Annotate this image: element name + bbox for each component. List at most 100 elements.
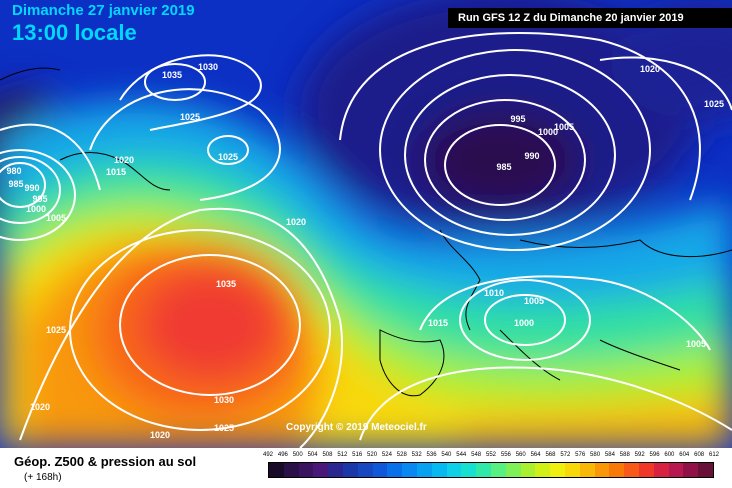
scale-tick: 516 xyxy=(352,452,363,458)
isobar-label: 1020 xyxy=(29,402,51,412)
isobar-label: 1035 xyxy=(161,70,183,80)
scale-swatch xyxy=(624,463,639,477)
scale-swatch xyxy=(283,463,299,477)
forecast-offset: (+ 168h) xyxy=(24,472,62,483)
scale-tick: 544 xyxy=(456,452,467,458)
scale-tick: 596 xyxy=(649,452,660,458)
forecast-date: Dimanche 27 janvier 2019 xyxy=(12,2,195,19)
scale-tick: 528 xyxy=(396,452,407,458)
run-info: Run GFS 12 Z du Dimanche 20 janvier 2019 xyxy=(448,8,732,28)
scale-tick: 592 xyxy=(634,452,645,458)
scale-tick: 556 xyxy=(500,452,511,458)
isobar-label: 1000 xyxy=(513,318,535,328)
scale-swatch xyxy=(269,463,284,477)
isobar-label: 1025 xyxy=(45,325,67,335)
scale-tick: 508 xyxy=(322,452,333,458)
isobar-label: 1020 xyxy=(285,217,307,227)
scale-tick: 584 xyxy=(604,452,615,458)
scale-swatch xyxy=(446,463,462,477)
scale-swatch xyxy=(298,463,314,477)
scale-swatch xyxy=(653,463,669,477)
isobar-label: 1005 xyxy=(685,339,707,349)
isobar-label: 1025 xyxy=(179,112,201,122)
isobar-label: 1030 xyxy=(213,395,235,405)
isobar-label: 1005 xyxy=(45,213,67,223)
scale-tick: 492 xyxy=(262,452,274,458)
scale-swatch xyxy=(476,463,491,477)
scale-swatch xyxy=(550,463,565,477)
scale-swatch xyxy=(342,463,358,477)
scale-tick: 568 xyxy=(545,452,556,458)
scale-tick: 524 xyxy=(381,452,392,458)
scale-ticks: 492 496 500 504 508 512 516 520 524 528 532 536 540 5… xyxy=(263,452,719,462)
scale-swatch xyxy=(357,463,373,477)
color-scale: 492 496 500 504 508 512 516 520 524 528 532 536 540 5… xyxy=(263,452,719,478)
isobar-label: 1010 xyxy=(483,288,505,298)
isobar-label: 1005 xyxy=(553,122,575,132)
scale-tick: 572 xyxy=(560,452,571,458)
copyright: Copyright © 2019 Meteociel.fr xyxy=(286,422,427,433)
isobar-label: 990 xyxy=(24,183,40,193)
scale-tick: 560 xyxy=(515,452,526,458)
scale-tick: 576 xyxy=(575,452,586,458)
scale-tick: 580 xyxy=(590,452,601,458)
isobar-label: 985 xyxy=(496,162,512,172)
isobar-label: 985 xyxy=(8,179,24,189)
scale-tick: 500 xyxy=(292,452,303,458)
isobar-label: 1015 xyxy=(105,167,127,177)
scale-swatch xyxy=(609,463,625,477)
isobar-label: 995 xyxy=(32,194,48,204)
isobar-label: 990 xyxy=(524,151,540,161)
scale-tick: 612 xyxy=(708,452,720,458)
scale-swatch xyxy=(402,463,417,477)
pressure-map xyxy=(0,0,732,448)
scale-bar xyxy=(268,462,714,478)
scale-swatch xyxy=(431,463,447,477)
footer: Géop. Z500 & pression au sol (+ 168h) 49… xyxy=(0,448,732,488)
scale-swatch xyxy=(683,463,699,477)
scale-tick: 512 xyxy=(337,452,348,458)
scale-swatch xyxy=(416,463,432,477)
scale-swatch xyxy=(520,463,536,477)
forecast-time: 13:00 locale xyxy=(12,20,137,45)
scale-tick: 548 xyxy=(471,452,482,458)
isobar-label: 1020 xyxy=(113,155,135,165)
isobar-label: 1015 xyxy=(427,318,449,328)
isobar-label: 1035 xyxy=(215,279,237,289)
scale-swatch xyxy=(668,463,684,477)
scale-tick: 532 xyxy=(411,452,422,458)
scale-tick: 564 xyxy=(530,452,541,458)
isobar-label: 995 xyxy=(510,114,526,124)
isobar-label: 980 xyxy=(6,166,22,176)
scale-swatch xyxy=(535,463,551,477)
scale-swatch xyxy=(579,463,595,477)
scale-tick: 604 xyxy=(679,452,690,458)
isobar-label: 1020 xyxy=(639,64,661,74)
scale-tick: 540 xyxy=(441,452,452,458)
scale-swatch xyxy=(328,463,343,477)
scale-swatch xyxy=(490,463,506,477)
isobar-label: 1005 xyxy=(523,296,545,306)
scale-tick: 504 xyxy=(307,452,318,458)
scale-tick: 588 xyxy=(619,452,630,458)
scale-swatch xyxy=(387,463,403,477)
scale-tick: 600 xyxy=(664,452,675,458)
scale-swatch xyxy=(505,463,521,477)
scale-swatch xyxy=(594,463,610,477)
map-title: Géop. Z500 & pression au sol xyxy=(14,454,197,469)
scale-tick: 520 xyxy=(367,452,378,458)
scale-swatch xyxy=(313,463,329,477)
isobar-label: 1030 xyxy=(197,62,219,72)
isobar-label: 1020 xyxy=(149,430,171,440)
scale-tick: 608 xyxy=(694,452,705,458)
scale-swatch xyxy=(372,463,388,477)
scale-swatch xyxy=(564,463,580,477)
isobar-label: 1000 xyxy=(25,204,47,214)
scale-swatch xyxy=(698,463,713,477)
scale-tick: 536 xyxy=(426,452,437,458)
scale-tick: 496 xyxy=(277,452,288,458)
isobar-label: 1025 xyxy=(703,99,725,109)
scale-swatch xyxy=(461,463,477,477)
isobar-label: 1000 xyxy=(537,127,559,137)
